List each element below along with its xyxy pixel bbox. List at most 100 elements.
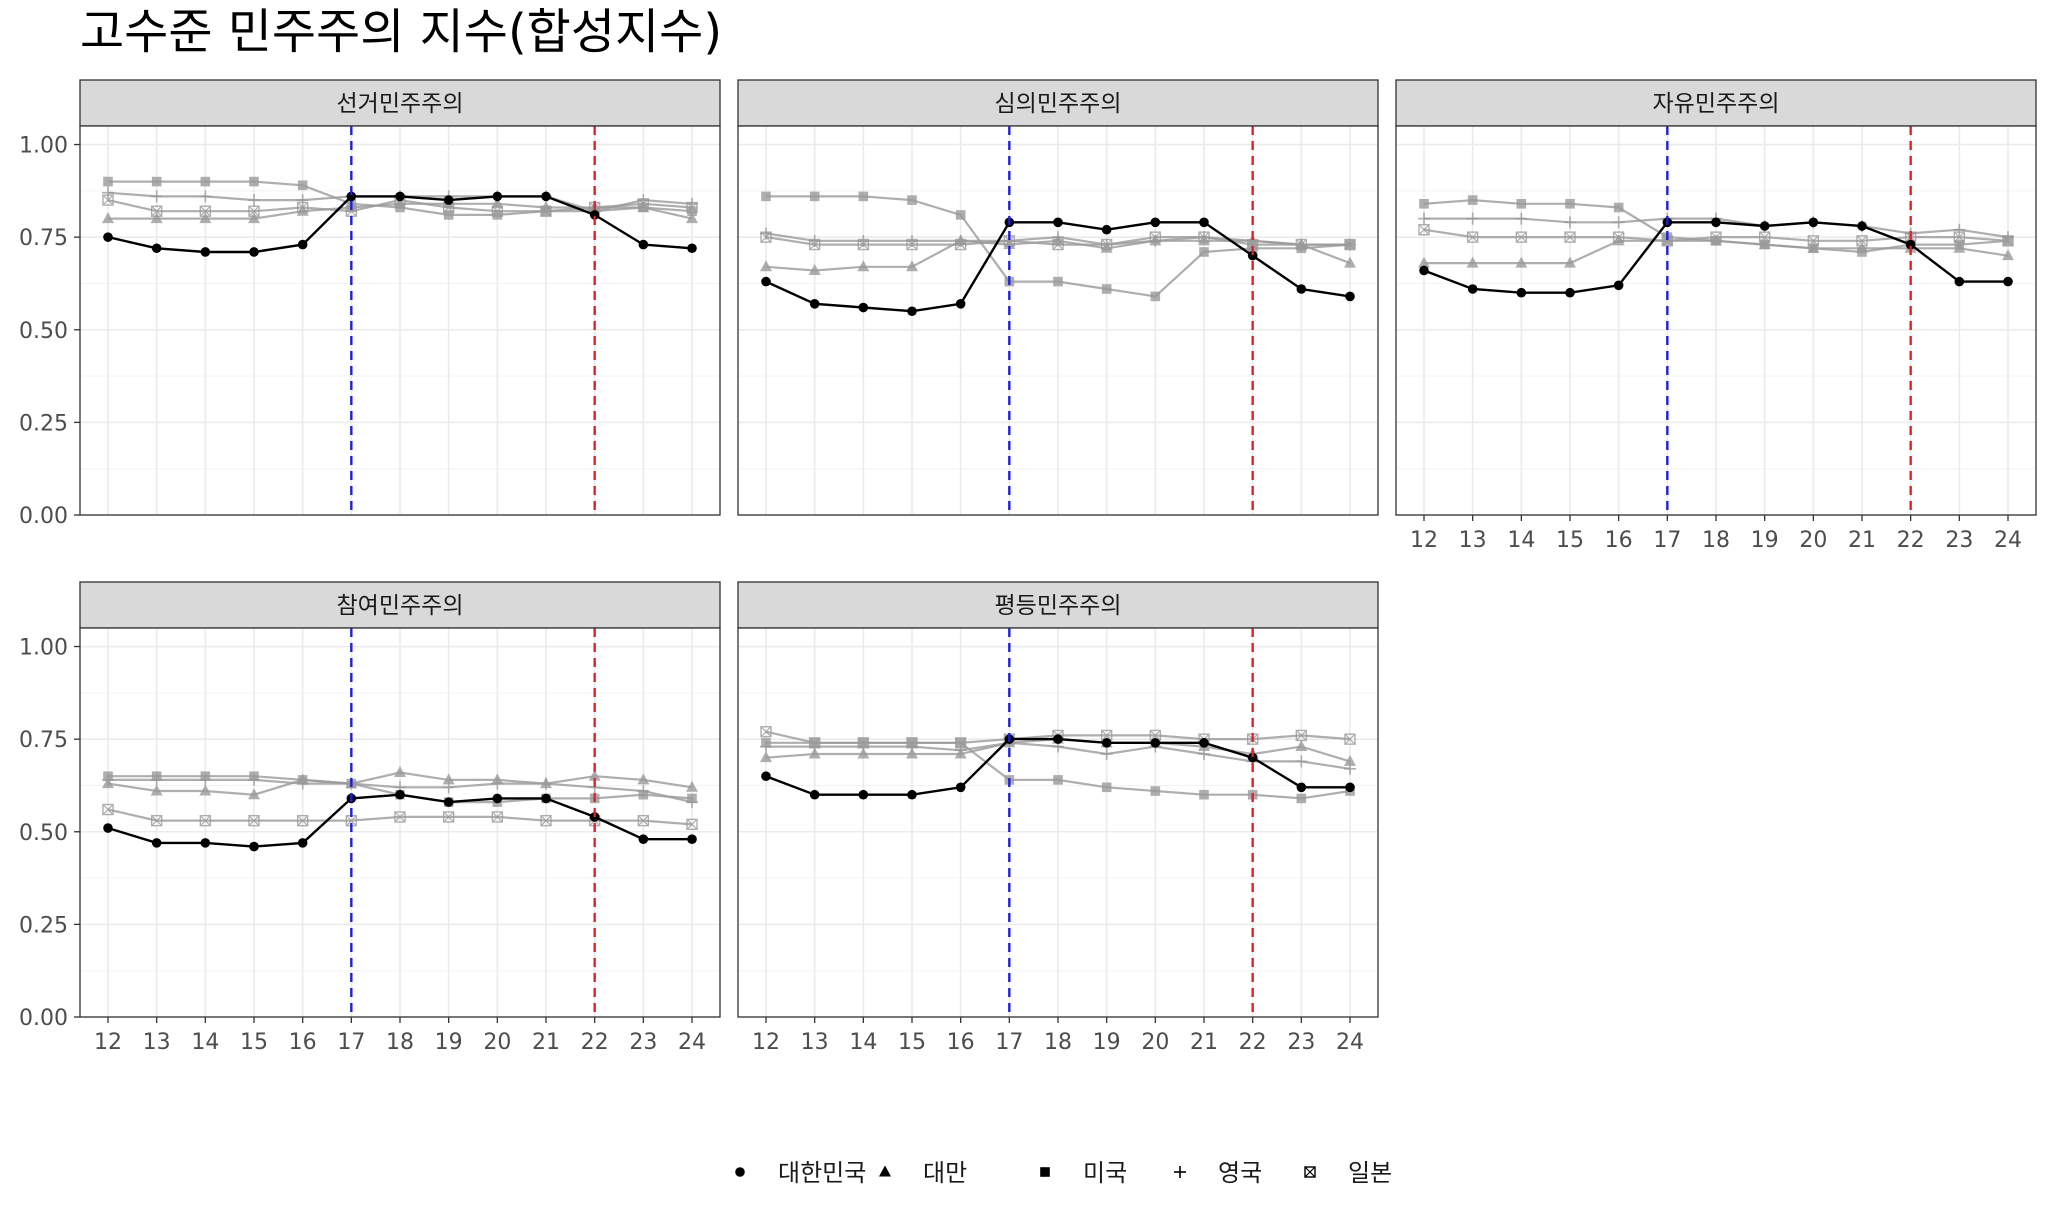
x-tick-label: 16 [289,1030,317,1055]
facet-strip-label: 선거민주주의 [337,91,464,117]
data-point [1295,729,1308,742]
x-tick-label: 24 [1336,1030,1364,1055]
data-point [588,769,601,781]
legend: 대한민국 대만 미국 영국 일본 [735,1159,1392,1187]
data-point [1199,247,1209,257]
facet-strip [79,581,721,629]
data-point [906,260,918,272]
data-point [248,773,260,786]
data-point [1953,231,1966,243]
data-point [395,202,405,213]
data-point [491,205,504,217]
data-point [808,747,821,759]
x-tick-label: 18 [1044,1030,1072,1055]
data-point [2002,249,2014,261]
data-point [102,212,114,224]
data-point [1613,202,1624,213]
data-point [1295,740,1308,752]
facet-panel: 심의민주주의 [737,79,1379,516]
data-point [1954,239,1965,250]
data-point [199,784,212,796]
data-point [491,777,504,790]
chart-title: 고수준 민주주의 지수(합성지수) [80,4,722,60]
data-point [442,811,455,823]
data-point [1905,239,1916,250]
data-point [1759,239,1770,250]
data-point [1516,287,1527,298]
data-point [1612,216,1625,229]
data-point [249,841,259,852]
facet-panels: 선거민주주의 0.00 0.25 0.50 0.75 1.00 심의민주주의 자유민주주의 12… [19,79,2037,1055]
series-대한민국 [1419,217,2013,298]
data-point [638,202,649,213]
data-point [761,276,771,287]
data-point [151,176,162,187]
data-point [857,737,870,749]
data-point [1418,212,1430,225]
data-point [1953,223,1966,236]
data-point [102,803,114,816]
data-point [954,737,967,749]
facet-panel: 자유민주주의 12 13 14 15 16 17 18 19 20 21 22 23 24 [1395,79,2037,553]
data-point [1199,217,1209,228]
data-point [540,205,552,217]
x-tick-label: 15 [240,1030,268,1055]
data-point [443,210,454,220]
data-point [857,260,870,272]
data-point [296,814,309,827]
data-point [1711,217,1721,228]
data-point [443,797,454,807]
data-point [760,751,772,763]
x-tick-label: 14 [191,1030,219,1055]
data-point [1711,236,1721,246]
series-대한민국 [103,191,697,257]
data-point [1344,762,1356,775]
data-point [1564,231,1576,243]
data-point [151,838,162,848]
panel-border [737,125,1379,516]
data-point [1052,231,1064,244]
data-point [248,212,260,224]
data-point [200,838,211,848]
data-point [638,834,649,844]
x-tick-label: 15 [898,1030,926,1055]
data-point [1100,238,1113,251]
data-point [249,247,259,257]
data-point [637,198,650,210]
data-point [1150,738,1161,748]
data-point [1101,224,1112,235]
data-point [954,238,967,251]
data-point [103,232,113,242]
data-point [1052,238,1064,251]
facet-strip [79,79,721,127]
data-point [1613,280,1624,291]
data-point [858,302,869,313]
data-point [1295,238,1308,251]
data-point [809,191,820,202]
data-point [199,205,212,217]
data-point [492,210,503,220]
data-point [540,777,552,790]
x-tick-label: 19 [1093,1030,1121,1055]
data-point [955,210,966,220]
x-tick-label: 15 [1556,528,1584,553]
data-point [857,238,870,251]
data-point [1515,231,1528,243]
data-point [1466,256,1479,268]
data-point [686,201,698,214]
data-point [346,191,357,202]
data-point [760,260,772,272]
data-point [200,176,211,187]
data-point [297,239,308,250]
x-tick-label: 23 [1287,1030,1315,1055]
data-point [150,784,163,796]
x-tick-label: 17 [995,1030,1023,1055]
x-tick-label: 20 [1799,528,1827,553]
x-tick-label: 20 [1141,1030,1169,1055]
data-point [394,811,406,823]
y-tick-label: 0.00 [19,504,68,529]
data-point [1758,231,1771,243]
data-point [1466,212,1479,225]
data-point [541,793,551,804]
